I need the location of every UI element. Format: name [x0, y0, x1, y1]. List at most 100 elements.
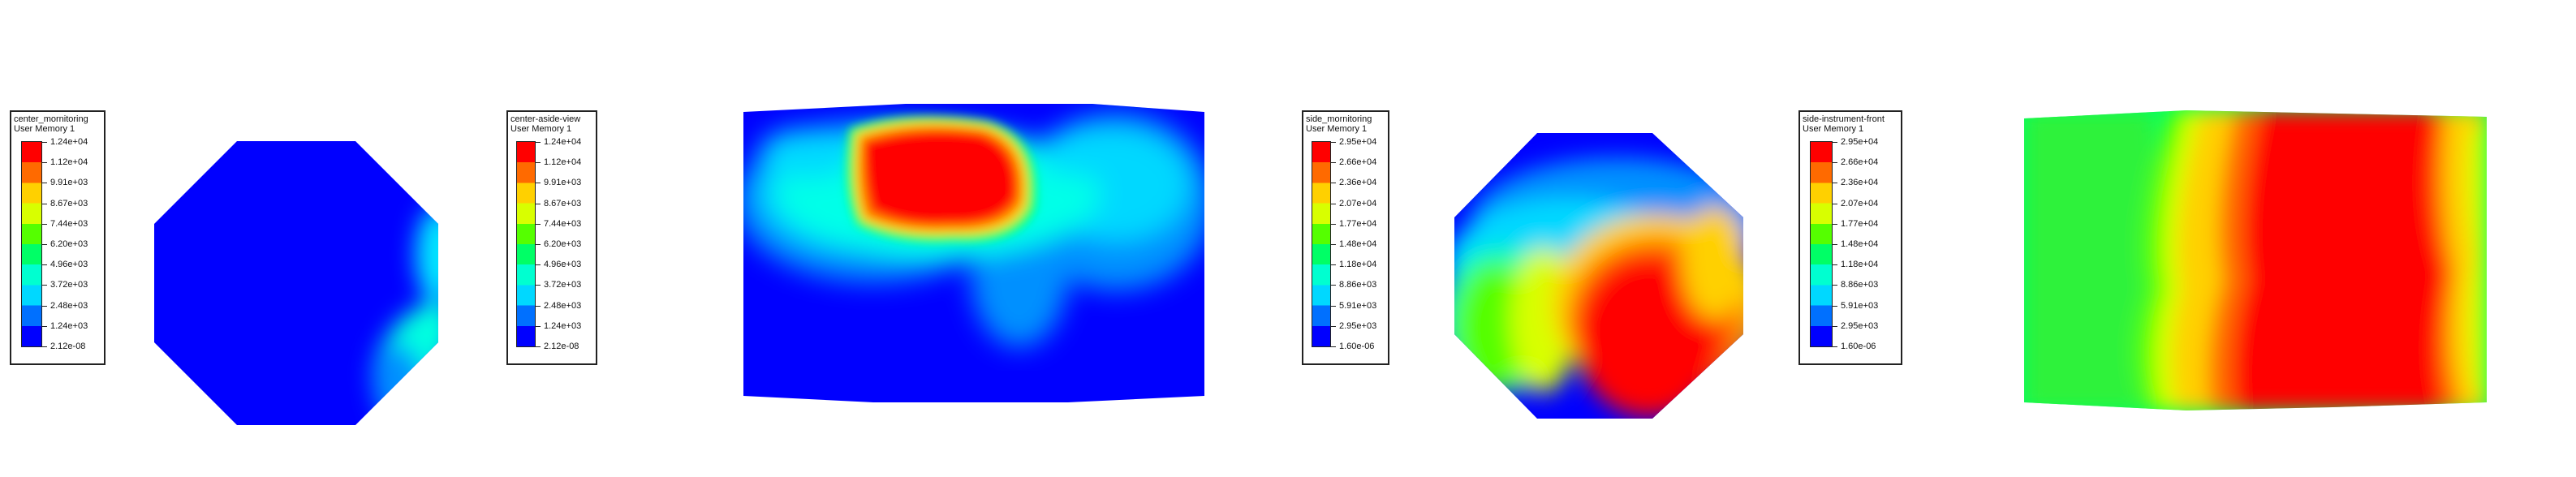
- legend-tick-label: 3.72e+03: [544, 280, 582, 290]
- legend-tick-label: 2.48e+03: [50, 300, 88, 311]
- contour-plot-side-instrument-front: [2024, 110, 2487, 410]
- legend-tick-label: 2.95e+04: [1841, 137, 1879, 147]
- legend-tick: [536, 325, 541, 327]
- legend-tick: [42, 325, 47, 327]
- legend-tick-label: 2.07e+04: [1339, 198, 1377, 208]
- legend-tick-label: 6.20e+03: [50, 239, 88, 249]
- legend-tick: [536, 142, 541, 143]
- legend-tick: [1331, 305, 1336, 307]
- legend-tick: [42, 142, 47, 143]
- contour-plot-side-mornitoring: [1454, 133, 1743, 419]
- legend-tick: [42, 223, 47, 225]
- legend-tick-label: 7.44e+03: [50, 218, 88, 229]
- legend-tick-label: 5.91e+03: [1841, 300, 1879, 311]
- legend-tick: [1833, 305, 1837, 307]
- legend-tick: [1833, 325, 1837, 327]
- legend-tick-label: 3.72e+03: [50, 280, 88, 290]
- legend-tick-label: 2.12e-08: [50, 342, 86, 351]
- legend-color-bar: [516, 141, 536, 347]
- legend-tick: [42, 162, 47, 164]
- legend-tick: [536, 346, 541, 347]
- legend-tick: [42, 285, 47, 286]
- legend-tick-label: 8.86e+03: [1841, 280, 1879, 290]
- legend-tick-label: 1.60e-06: [1339, 342, 1375, 351]
- legend-center-mornitoring: center_mornitoring User Memory 1 1.24e+0…: [10, 110, 106, 365]
- legend-tick-label: 1.24e+04: [544, 137, 582, 147]
- legend-tick-label: 4.96e+03: [544, 260, 582, 270]
- legend-tick-label: 1.18e+04: [1841, 260, 1879, 270]
- legend-tick: [1833, 223, 1837, 225]
- legend-subtitle: User Memory 1: [1306, 124, 1368, 134]
- contour-plot-center-mornitoring: [154, 141, 438, 425]
- legend-tick: [1331, 346, 1336, 347]
- legend-tick: [536, 305, 541, 307]
- legend-tick: [1833, 244, 1837, 245]
- legend-title: side-instrument-front: [1803, 114, 1885, 124]
- legend-tick: [1833, 142, 1837, 143]
- legend-tick: [536, 264, 541, 266]
- legend-tick: [1331, 325, 1336, 327]
- legend-tick-label: 1.60e-06: [1841, 342, 1876, 351]
- legend-tick: [42, 244, 47, 245]
- legend-tick: [1833, 264, 1837, 266]
- legend-tick-label: 2.07e+04: [1841, 198, 1879, 208]
- legend-tick-label: 1.77e+04: [1841, 218, 1879, 229]
- legend-tick-label: 1.48e+04: [1841, 239, 1879, 249]
- legend-tick: [42, 346, 47, 347]
- legend-title: center_mornitoring: [14, 114, 88, 124]
- legend-tick-label: 2.48e+03: [544, 300, 582, 311]
- legend-tick-label: 5.91e+03: [1339, 300, 1377, 311]
- legend-tick-label: 2.36e+04: [1339, 178, 1377, 188]
- legend-tick-label: 1.24e+03: [544, 320, 582, 331]
- legend-tick: [1331, 264, 1336, 266]
- legend-tick: [42, 305, 47, 307]
- legend-center-aside-view: center-aside-view User Memory 1 1.24e+04…: [506, 110, 597, 365]
- legend-tick-label: 2.95e+03: [1841, 320, 1879, 331]
- legend-side-instrument-front: side-instrument-front User Memory 1 2.95…: [1798, 110, 1902, 365]
- legend-subtitle: User Memory 1: [510, 124, 572, 134]
- legend-tick: [536, 285, 541, 286]
- legend-tick-label: 8.67e+03: [544, 198, 582, 208]
- legend-tick-label: 9.91e+03: [50, 178, 88, 188]
- legend-title: center-aside-view: [510, 114, 581, 124]
- legend-tick: [1331, 162, 1336, 164]
- legend-tick-label: 8.67e+03: [50, 198, 88, 208]
- legend-tick-label: 1.12e+04: [544, 157, 582, 168]
- legend-tick-label: 8.86e+03: [1339, 280, 1377, 290]
- legend-tick: [536, 223, 541, 225]
- legend-tick-label: 2.95e+04: [1339, 137, 1377, 147]
- legend-subtitle: User Memory 1: [1803, 124, 1864, 134]
- legend-tick-label: 4.96e+03: [50, 260, 88, 270]
- legend-tick-label: 1.12e+04: [50, 157, 88, 168]
- legend-subtitle: User Memory 1: [14, 124, 75, 134]
- legend-color-bar: [1312, 141, 1331, 347]
- legend-tick-label: 1.77e+04: [1339, 218, 1377, 229]
- legend-tick-label: 2.36e+04: [1841, 178, 1879, 188]
- legend-color-bar: [21, 141, 42, 347]
- contour-plot-center-aside-view: [743, 104, 1204, 402]
- legend-tick: [1331, 142, 1336, 143]
- legend-tick: [1331, 223, 1336, 225]
- legend-tick-label: 2.12e-08: [544, 342, 579, 351]
- legend-tick: [1833, 162, 1837, 164]
- legend-tick-label: 2.95e+03: [1339, 320, 1377, 331]
- legend-tick-label: 1.48e+04: [1339, 239, 1377, 249]
- legend-tick-label: 2.66e+04: [1339, 157, 1377, 168]
- legend-tick: [536, 162, 541, 164]
- legend-tick-label: 1.18e+04: [1339, 260, 1377, 270]
- legend-tick-label: 6.20e+03: [544, 239, 582, 249]
- legend-tick: [42, 264, 47, 266]
- legend-title: side_mornitoring: [1306, 114, 1372, 124]
- legend-tick-label: 2.66e+04: [1841, 157, 1879, 168]
- legend-tick: [1331, 285, 1336, 286]
- legend-tick-label: 1.24e+04: [50, 137, 88, 147]
- legend-side-mornitoring: side_mornitoring User Memory 1 2.95e+04 2…: [1302, 110, 1389, 365]
- legend-tick: [1331, 244, 1336, 245]
- legend-tick: [536, 244, 541, 245]
- legend-tick: [1833, 285, 1837, 286]
- legend-color-bar: [1810, 141, 1833, 347]
- legend-tick-label: 1.24e+03: [50, 320, 88, 331]
- legend-tick-label: 7.44e+03: [544, 218, 582, 229]
- legend-tick-label: 9.91e+03: [544, 178, 582, 188]
- legend-tick: [1833, 346, 1837, 347]
